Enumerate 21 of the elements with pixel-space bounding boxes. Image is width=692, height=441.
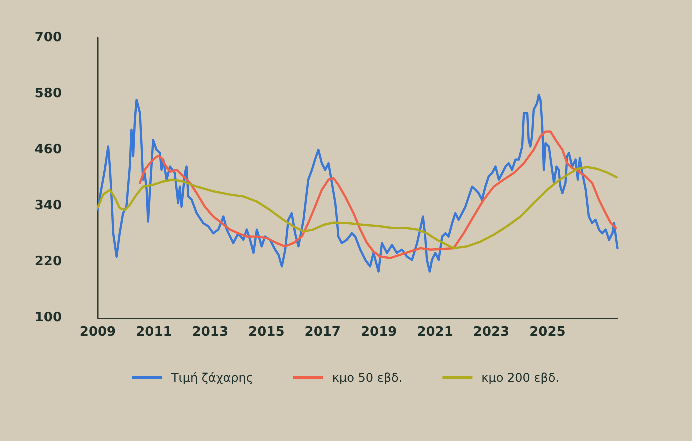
y-tick-label: 580 (34, 86, 62, 102)
legend-label: κμο 200 εβδ. (482, 371, 560, 385)
x-tick-label: 2023 (473, 325, 510, 340)
x-tick-label: 2009 (80, 325, 116, 340)
x-tick-label: 2011 (136, 325, 172, 340)
x-tick-label: 2019 (360, 325, 398, 340)
line-series (96, 94, 619, 273)
x-tick-label: 2015 (248, 325, 285, 340)
legend-label: κμο 50 εβδ. (332, 371, 403, 385)
x-tick-label: 2017 (304, 325, 341, 340)
x-tick-label: 2013 (192, 325, 229, 340)
y-tick-label: 700 (34, 30, 62, 46)
y-tick-label: 100 (34, 310, 62, 326)
x-tick-label: 2025 (530, 325, 566, 340)
x-tick-label: 2021 (417, 325, 454, 340)
y-tick-label: 340 (34, 198, 62, 214)
y-tick-label: 460 (34, 142, 62, 158)
y-tick-label: 220 (34, 254, 62, 270)
line-series (96, 166, 618, 250)
legend-label: Τιμή ζάχαρης (170, 371, 254, 385)
line-series (139, 130, 618, 260)
